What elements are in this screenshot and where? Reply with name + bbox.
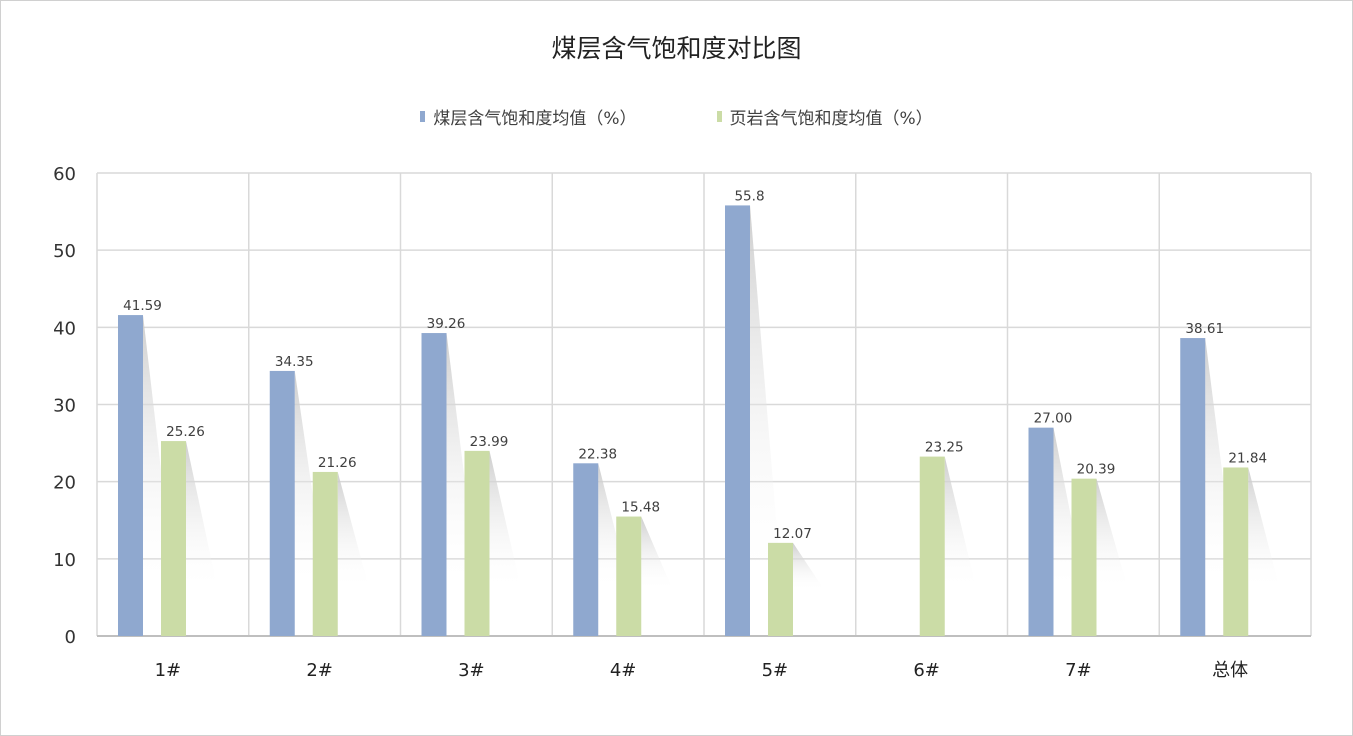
x-tick-label: 5# — [762, 660, 789, 681]
legend-swatch — [420, 111, 426, 122]
data-label: 41.59 — [123, 298, 162, 314]
legend-item-shale: 页岩含气饱和度均值（%） — [716, 104, 933, 129]
bar — [768, 542, 793, 636]
bar-shadow — [489, 450, 522, 591]
x-tick-label: 7# — [1065, 660, 1092, 681]
chart-title: 煤层含气饱和度对比图 — [551, 34, 802, 63]
bar — [1180, 338, 1206, 636]
y-tick-label: 50 — [53, 241, 76, 262]
legend-swatch — [716, 111, 722, 122]
data-label: 23.99 — [470, 434, 509, 450]
data-label: 55.8 — [734, 188, 764, 204]
data-label: 21.26 — [318, 455, 357, 471]
data-label: 34.35 — [275, 354, 314, 370]
data-label: 27.00 — [1034, 411, 1073, 427]
data-label: 39.26 — [427, 316, 466, 332]
y-tick-label: 10 — [53, 550, 76, 571]
bar — [1223, 467, 1249, 636]
bar-shadow — [793, 542, 825, 591]
bar — [573, 463, 599, 636]
bar — [118, 315, 143, 636]
x-tick-label: 4# — [610, 660, 637, 681]
bar — [312, 471, 338, 636]
bar-shadow — [1053, 427, 1086, 591]
bar-shadow — [641, 516, 674, 591]
legend-label: 页岩含气饱和度均值（%） — [729, 109, 933, 129]
y-tick-label: 20 — [53, 473, 76, 494]
data-label: 15.48 — [621, 500, 660, 516]
bar — [1028, 427, 1054, 636]
x-tick-label: 总体 — [1212, 660, 1248, 681]
legend-label: 煤层含气饱和度均值（%） — [433, 109, 637, 129]
data-label: 20.39 — [1077, 462, 1116, 478]
x-tick-label: 1# — [155, 660, 182, 681]
bar-shadow — [944, 456, 977, 591]
data-label: 38.61 — [1185, 321, 1224, 337]
bar — [464, 450, 490, 636]
legend: 煤层含气饱和度均值（%） 页岩含气饱和度均值（%） — [1, 104, 1352, 129]
x-tick-label: 2# — [306, 660, 333, 681]
bar — [919, 456, 945, 636]
bar-shadow — [1096, 478, 1129, 591]
y-tick-label: 60 — [53, 164, 76, 185]
y-tick-label: 30 — [53, 396, 76, 417]
y-tick-label: 0 — [65, 627, 76, 648]
data-label: 25.26 — [166, 424, 205, 440]
bar — [161, 441, 186, 636]
data-label: 12.07 — [773, 526, 812, 542]
bar-shadow — [750, 205, 782, 591]
data-label: 21.84 — [1228, 450, 1267, 466]
bar — [421, 333, 447, 636]
legend-item-coal: 煤层含气饱和度均值（%） — [420, 104, 637, 129]
bar — [725, 205, 750, 636]
bar-shadow — [186, 441, 218, 591]
bar — [616, 516, 642, 636]
data-label: 22.38 — [578, 446, 617, 462]
bar-shadow — [1248, 467, 1281, 591]
data-label: 23.25 — [925, 440, 964, 456]
x-tick-label: 6# — [913, 660, 940, 681]
bar-shadow — [337, 471, 370, 591]
x-tick-label: 3# — [458, 660, 485, 681]
bar — [1071, 478, 1097, 636]
bar — [269, 370, 295, 636]
y-tick-label: 40 — [53, 318, 76, 339]
